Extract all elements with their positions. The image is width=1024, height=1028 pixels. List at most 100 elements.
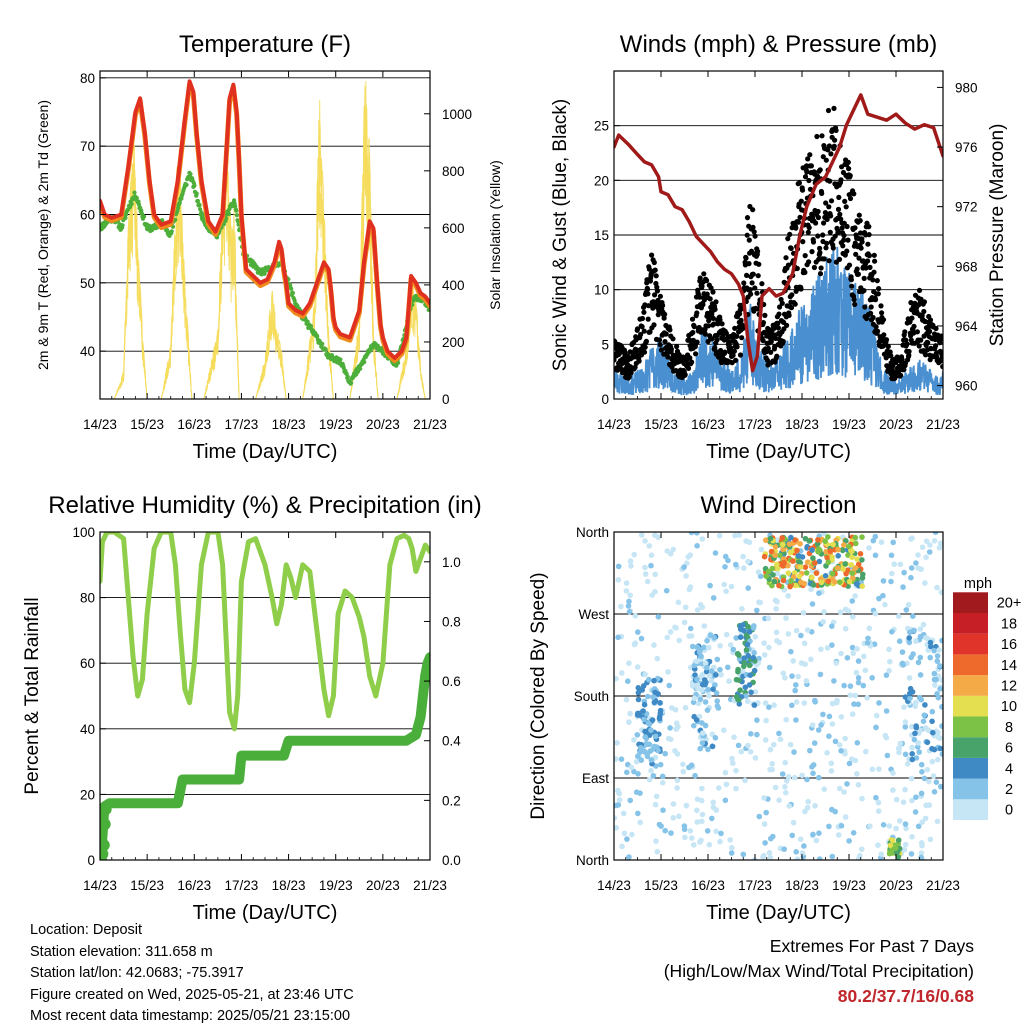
direction-point [895, 613, 902, 619]
gust-point [730, 352, 736, 358]
gust-point [776, 311, 782, 317]
direction-point [706, 693, 712, 699]
direction-point [707, 632, 714, 639]
direction-point [631, 768, 637, 775]
direction-point [766, 704, 772, 710]
direction-point [816, 774, 822, 781]
direction-point [699, 818, 705, 825]
gust-point [647, 329, 653, 335]
direction-point [854, 556, 860, 562]
gust-point [832, 137, 838, 143]
direction-point [641, 716, 647, 723]
gust-point [820, 232, 826, 238]
direction-point [818, 579, 825, 586]
gust-point [706, 316, 712, 322]
gust-point [873, 324, 879, 330]
direction-point [660, 807, 666, 813]
data-layer [100, 79, 430, 399]
direction-point [665, 669, 671, 675]
direction-point [682, 834, 688, 841]
direction-point [718, 672, 724, 678]
gust-point [817, 167, 823, 173]
direction-point [842, 814, 849, 820]
direction-point [754, 607, 760, 614]
direction-point [908, 574, 914, 581]
gust-point [786, 312, 792, 318]
direction-point [735, 742, 742, 749]
gust-point [697, 275, 703, 281]
direction-point [722, 769, 729, 776]
direction-point [815, 537, 821, 543]
direction-point [866, 625, 873, 632]
direction-point [668, 830, 674, 836]
direction-point [696, 649, 703, 655]
gust-point [933, 325, 939, 332]
direction-point [793, 627, 800, 634]
direction-point [936, 545, 943, 551]
gust-point [811, 264, 818, 271]
gust-point [705, 323, 712, 329]
direction-point [811, 740, 818, 746]
direction-point [875, 808, 882, 814]
direction-point [939, 704, 943, 710]
t2m-line [100, 79, 430, 360]
colorbar-swatch [953, 716, 988, 738]
x-tick-label: 16/23 [177, 878, 211, 893]
direction-point [803, 678, 810, 684]
gust-point [809, 249, 815, 255]
precip-point [100, 848, 109, 860]
direction-point [785, 593, 791, 599]
direction-point [774, 570, 781, 577]
gust-point [712, 306, 718, 312]
gust-point [890, 363, 896, 369]
dewpoint-point [290, 290, 295, 296]
direction-point [920, 621, 927, 628]
direction-point [614, 815, 618, 821]
gust-point [701, 271, 707, 277]
y-tick-label: 60 [80, 208, 95, 223]
direction-point [815, 549, 821, 555]
direction-point [915, 565, 921, 571]
station-info: Location: Deposit Station elevation: 311… [30, 920, 354, 1028]
gust-point [844, 248, 850, 254]
direction-point [853, 669, 860, 676]
direction-point [714, 703, 721, 709]
dewpoint-point [226, 212, 232, 217]
direction-point [876, 700, 882, 706]
direction-point [639, 687, 645, 693]
gust-point [833, 127, 839, 133]
gust-point [933, 343, 939, 349]
gust-point [784, 322, 790, 328]
direction-point [838, 650, 844, 657]
x-tick-label: 18/23 [785, 878, 819, 893]
direction-point [745, 585, 751, 591]
gust-point [639, 324, 645, 330]
direction-point [692, 772, 698, 779]
gust-point [768, 349, 774, 355]
direction-point [926, 778, 932, 785]
direction-point [828, 768, 835, 774]
dewpoint-point [262, 271, 267, 276]
direction-point [628, 563, 634, 569]
direction-point [772, 552, 778, 558]
dewpoint-point [235, 219, 241, 224]
gust-point [888, 353, 894, 359]
gust-point [732, 325, 738, 331]
direction-point [656, 821, 663, 828]
direction-point [857, 551, 864, 557]
gust-point [632, 364, 638, 370]
gust-point [748, 291, 754, 297]
gust-point [883, 337, 890, 343]
direction-point [934, 653, 941, 659]
colorbar-label: 4 [1005, 761, 1013, 777]
direction-point [902, 841, 909, 848]
direction-point [614, 740, 620, 746]
direction-point [786, 803, 792, 809]
gust-point [865, 241, 871, 247]
direction-point [803, 570, 810, 576]
gust-point [785, 262, 792, 268]
direction-point [681, 823, 688, 829]
direction-point [651, 743, 658, 750]
gust-point [798, 198, 804, 204]
direction-point [710, 799, 716, 806]
